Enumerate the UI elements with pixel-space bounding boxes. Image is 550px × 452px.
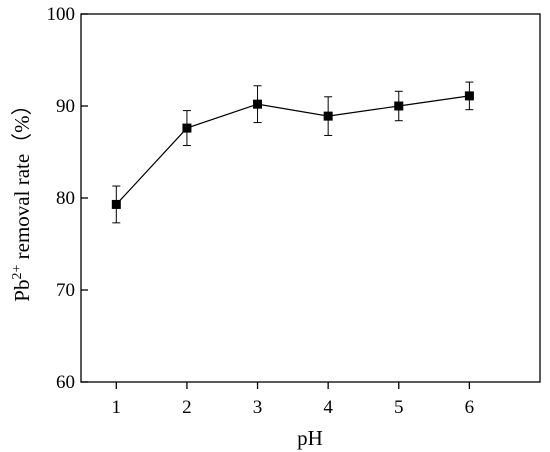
data-point xyxy=(182,123,192,133)
x-tick-label: 2 xyxy=(182,397,192,418)
x-tick-label: 5 xyxy=(394,397,404,418)
data-point xyxy=(253,99,263,109)
y-axis-title-suffix: removal rate（%） xyxy=(10,94,34,264)
y-tick-label: 80 xyxy=(56,188,75,209)
data-points xyxy=(111,91,474,209)
x-tick-label: 1 xyxy=(112,397,122,418)
y-axis-title-prefix: Pb xyxy=(10,280,34,302)
x-axis: 1 2 3 4 5 6 xyxy=(112,382,475,418)
data-point xyxy=(394,101,404,111)
x-tick-label: 3 xyxy=(253,397,263,418)
data-point xyxy=(464,91,474,101)
y-tick-label: 100 xyxy=(47,4,76,25)
y-tick-label: 60 xyxy=(56,372,75,393)
series-line xyxy=(115,95,470,205)
y-axis-title-superscript: 2+ xyxy=(10,265,25,280)
y-axis-title: Pb2+ removal rate（%） xyxy=(10,94,34,301)
x-tick-label: 4 xyxy=(323,397,333,418)
y-axis: 60 70 80 90 100 xyxy=(47,4,88,393)
data-point xyxy=(323,111,333,121)
plot-frame xyxy=(80,13,541,383)
x-axis-title: pH xyxy=(297,426,323,450)
y-tick-label: 70 xyxy=(56,280,75,301)
x-tick-label: 6 xyxy=(465,397,475,418)
y-tick-label: 90 xyxy=(56,96,75,117)
data-point xyxy=(111,199,121,209)
